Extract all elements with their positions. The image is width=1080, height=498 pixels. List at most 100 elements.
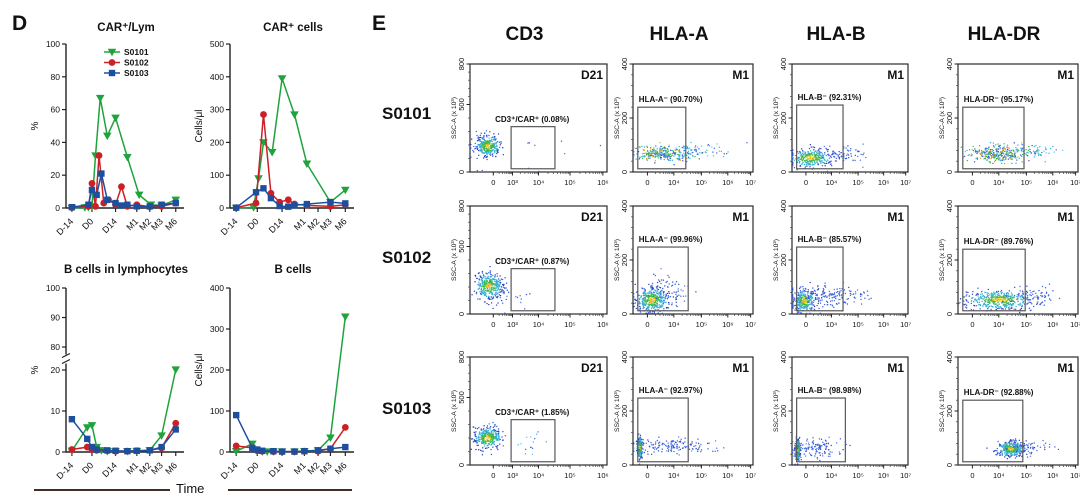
svg-text:D-14: D-14 [219,460,240,481]
flow-plot-s0103-hla-b: 0 10⁴ 10⁵ 10⁶ 10⁷ 0 200 400 SSC-A (x 10³) M1 HLA… [760,351,912,491]
svg-text:0: 0 [620,312,629,316]
svg-text:0: 0 [970,320,974,329]
svg-text:M3: M3 [149,460,165,476]
chart-title: B cells [274,264,312,276]
svg-text:20: 20 [51,365,61,375]
svg-text:0: 0 [620,170,629,174]
svg-text:10⁷: 10⁷ [1070,320,1080,329]
flow-plot-s0101-hla-a: 0 10⁴ 10⁵ 10⁶ 10⁷ 0 200 400 SSC-A (x 10³) M1 HLA… [601,58,757,198]
svg-text:10⁶: 10⁶ [1047,178,1058,187]
svg-text:0: 0 [620,463,629,467]
timepoint-label: D21 [580,210,603,224]
svg-text:0: 0 [457,170,466,174]
svg-text:0: 0 [779,463,788,467]
gate-label: HLA-DR⁻ (92.88%) [963,388,1034,398]
svg-text:10⁶: 10⁶ [878,320,889,329]
scatter-canvas: 0 10⁴ 10⁵ 10⁶ 10⁷ 0 200 400 SSC-A (x 10³) [773,351,911,480]
gate-label: HLA-A⁻ (92.97%) [638,386,703,396]
chart-car-cells: CAR⁺ cells 0 100 200 300 400 500 D-14 D0 D14 M1 M2… [190,20,362,243]
gate-label: HLA-B⁻ (92.31%) [797,93,862,103]
gate-label: CD3⁺/CAR⁺ (1.85%) [495,407,570,417]
svg-text:10⁴: 10⁴ [993,320,1005,329]
svg-text:SSC-A (x 10³): SSC-A (x 10³) [614,97,621,139]
svg-text:10: 10 [51,406,61,416]
scatter-canvas: 0 10⁴ 10⁵ 10⁶ 10⁷ 0 200 400 SSC-A (x 10³) [773,200,911,329]
timepoint-label: D21 [580,361,603,375]
svg-text:10⁵: 10⁵ [564,471,575,480]
svg-text:200: 200 [779,405,788,418]
svg-text:0: 0 [219,203,224,213]
svg-text:D0: D0 [80,460,95,475]
flow-plot-s0101-hla-dr: 0 10⁴ 10⁵ 10⁶ 10⁷ 0 200 400 SSC-A (x 10³) M1 HLA… [926,58,1080,198]
svg-text:200: 200 [620,112,629,125]
scatter-canvas: 0 10⁴ 10⁵ 10⁶ 10⁷ 0 200 400 SSC-A (x 10³) [939,200,1080,329]
svg-text:80: 80 [51,342,61,352]
timepoint-label: M1 [1057,361,1074,375]
gate-label: CD3⁺/CAR⁺ (0.87%) [495,256,570,266]
panel-d-label: D [12,12,28,35]
svg-text:400: 400 [210,283,224,293]
flow-plot-s0101-cd3: 0 10³ 10⁴ 10⁵ 10⁶ 0 500 800 SSC-A (x 10³) D21 CD… [438,58,611,198]
svg-text:200: 200 [779,254,788,267]
svg-text:0: 0 [779,170,788,174]
scatter-canvas: 0 10⁴ 10⁵ 10⁶ 10⁷ 0 200 400 SSC-A (x 10³) [773,58,911,187]
svg-text:0: 0 [491,178,495,187]
svg-text:80: 80 [51,72,61,82]
svg-text:Cells/μl: Cells/μl [194,354,205,387]
svg-text:SSC-A (x 10³): SSC-A (x 10³) [939,97,946,139]
svg-text:400: 400 [210,72,224,82]
svg-text:10⁷: 10⁷ [745,178,756,187]
svg-text:0: 0 [457,312,466,316]
chart-car-lym: CAR⁺/Lym 0 20 40 60 80 100 D-14 D0 D14 M1 M2 M3 M6% S… [26,20,192,243]
svg-text:10³: 10³ [507,320,518,329]
svg-text:0: 0 [804,471,808,480]
svg-text:200: 200 [779,112,788,125]
svg-text:D14: D14 [100,216,119,235]
svg-text:10⁵: 10⁵ [564,178,575,187]
svg-text:10⁴: 10⁴ [993,178,1005,187]
svg-text:10⁶: 10⁶ [597,178,608,187]
svg-text:M6: M6 [163,216,179,232]
svg-text:10⁵: 10⁵ [564,320,575,329]
scatter-canvas: 0 10⁴ 10⁵ 10⁶ 10⁷ 0 200 400 SSC-A (x 10³) [614,200,756,329]
svg-text:10⁴: 10⁴ [826,320,838,329]
svg-text:800: 800 [457,351,466,363]
timepoint-label: M1 [887,361,904,375]
row-label-s0102: S0102 [382,248,432,267]
svg-text:10⁶: 10⁶ [722,178,733,187]
svg-text:0: 0 [945,170,954,174]
svg-text:100: 100 [46,39,60,49]
svg-text:500: 500 [457,98,466,111]
svg-text:10⁶: 10⁶ [722,471,733,480]
svg-text:0: 0 [970,178,974,187]
svg-text:400: 400 [779,200,788,212]
svg-text:500: 500 [457,240,466,253]
svg-text:100: 100 [210,170,224,180]
row-label-s0103: S0103 [382,399,432,418]
svg-text:D-14: D-14 [54,460,75,481]
svg-text:400: 400 [779,58,788,70]
svg-text:200: 200 [945,254,954,267]
svg-text:SSC-A (x 10³): SSC-A (x 10³) [614,239,621,281]
chart-title: CAR⁺ cells [263,22,323,34]
timepoint-label: M1 [887,210,904,224]
svg-text:10⁷: 10⁷ [900,471,911,480]
svg-text:200: 200 [620,405,629,418]
chart-title: B cells in lymphocytes [64,264,188,276]
chart-b-lymphocytes: B cells in lymphocytes 0 10 20 80 90 100 D-14 D… [26,264,192,487]
svg-text:800: 800 [457,200,466,212]
svg-text:SSC-A (x 10³): SSC-A (x 10³) [451,390,458,432]
svg-text:SSC-A (x 10³): SSC-A (x 10³) [773,97,780,139]
svg-text:10⁵: 10⁵ [852,471,863,480]
svg-text:200: 200 [945,112,954,125]
svg-text:100: 100 [210,406,224,416]
flow-plot-s0103-hla-dr: 0 10⁴ 10⁵ 10⁶ 10⁷ 0 200 400 SSC-A (x 10³) M1 HLA… [926,351,1080,491]
svg-text:400: 400 [779,351,788,363]
svg-text:10⁵: 10⁵ [852,178,863,187]
column-header-hla-a: HLA-A [649,24,709,45]
svg-text:10⁵: 10⁵ [1021,320,1032,329]
svg-text:800: 800 [457,58,466,70]
scatter-canvas: 0 10³ 10⁴ 10⁵ 10⁶ 0 500 800 SSC-A (x 10³) [451,351,609,480]
svg-text:400: 400 [620,58,629,70]
